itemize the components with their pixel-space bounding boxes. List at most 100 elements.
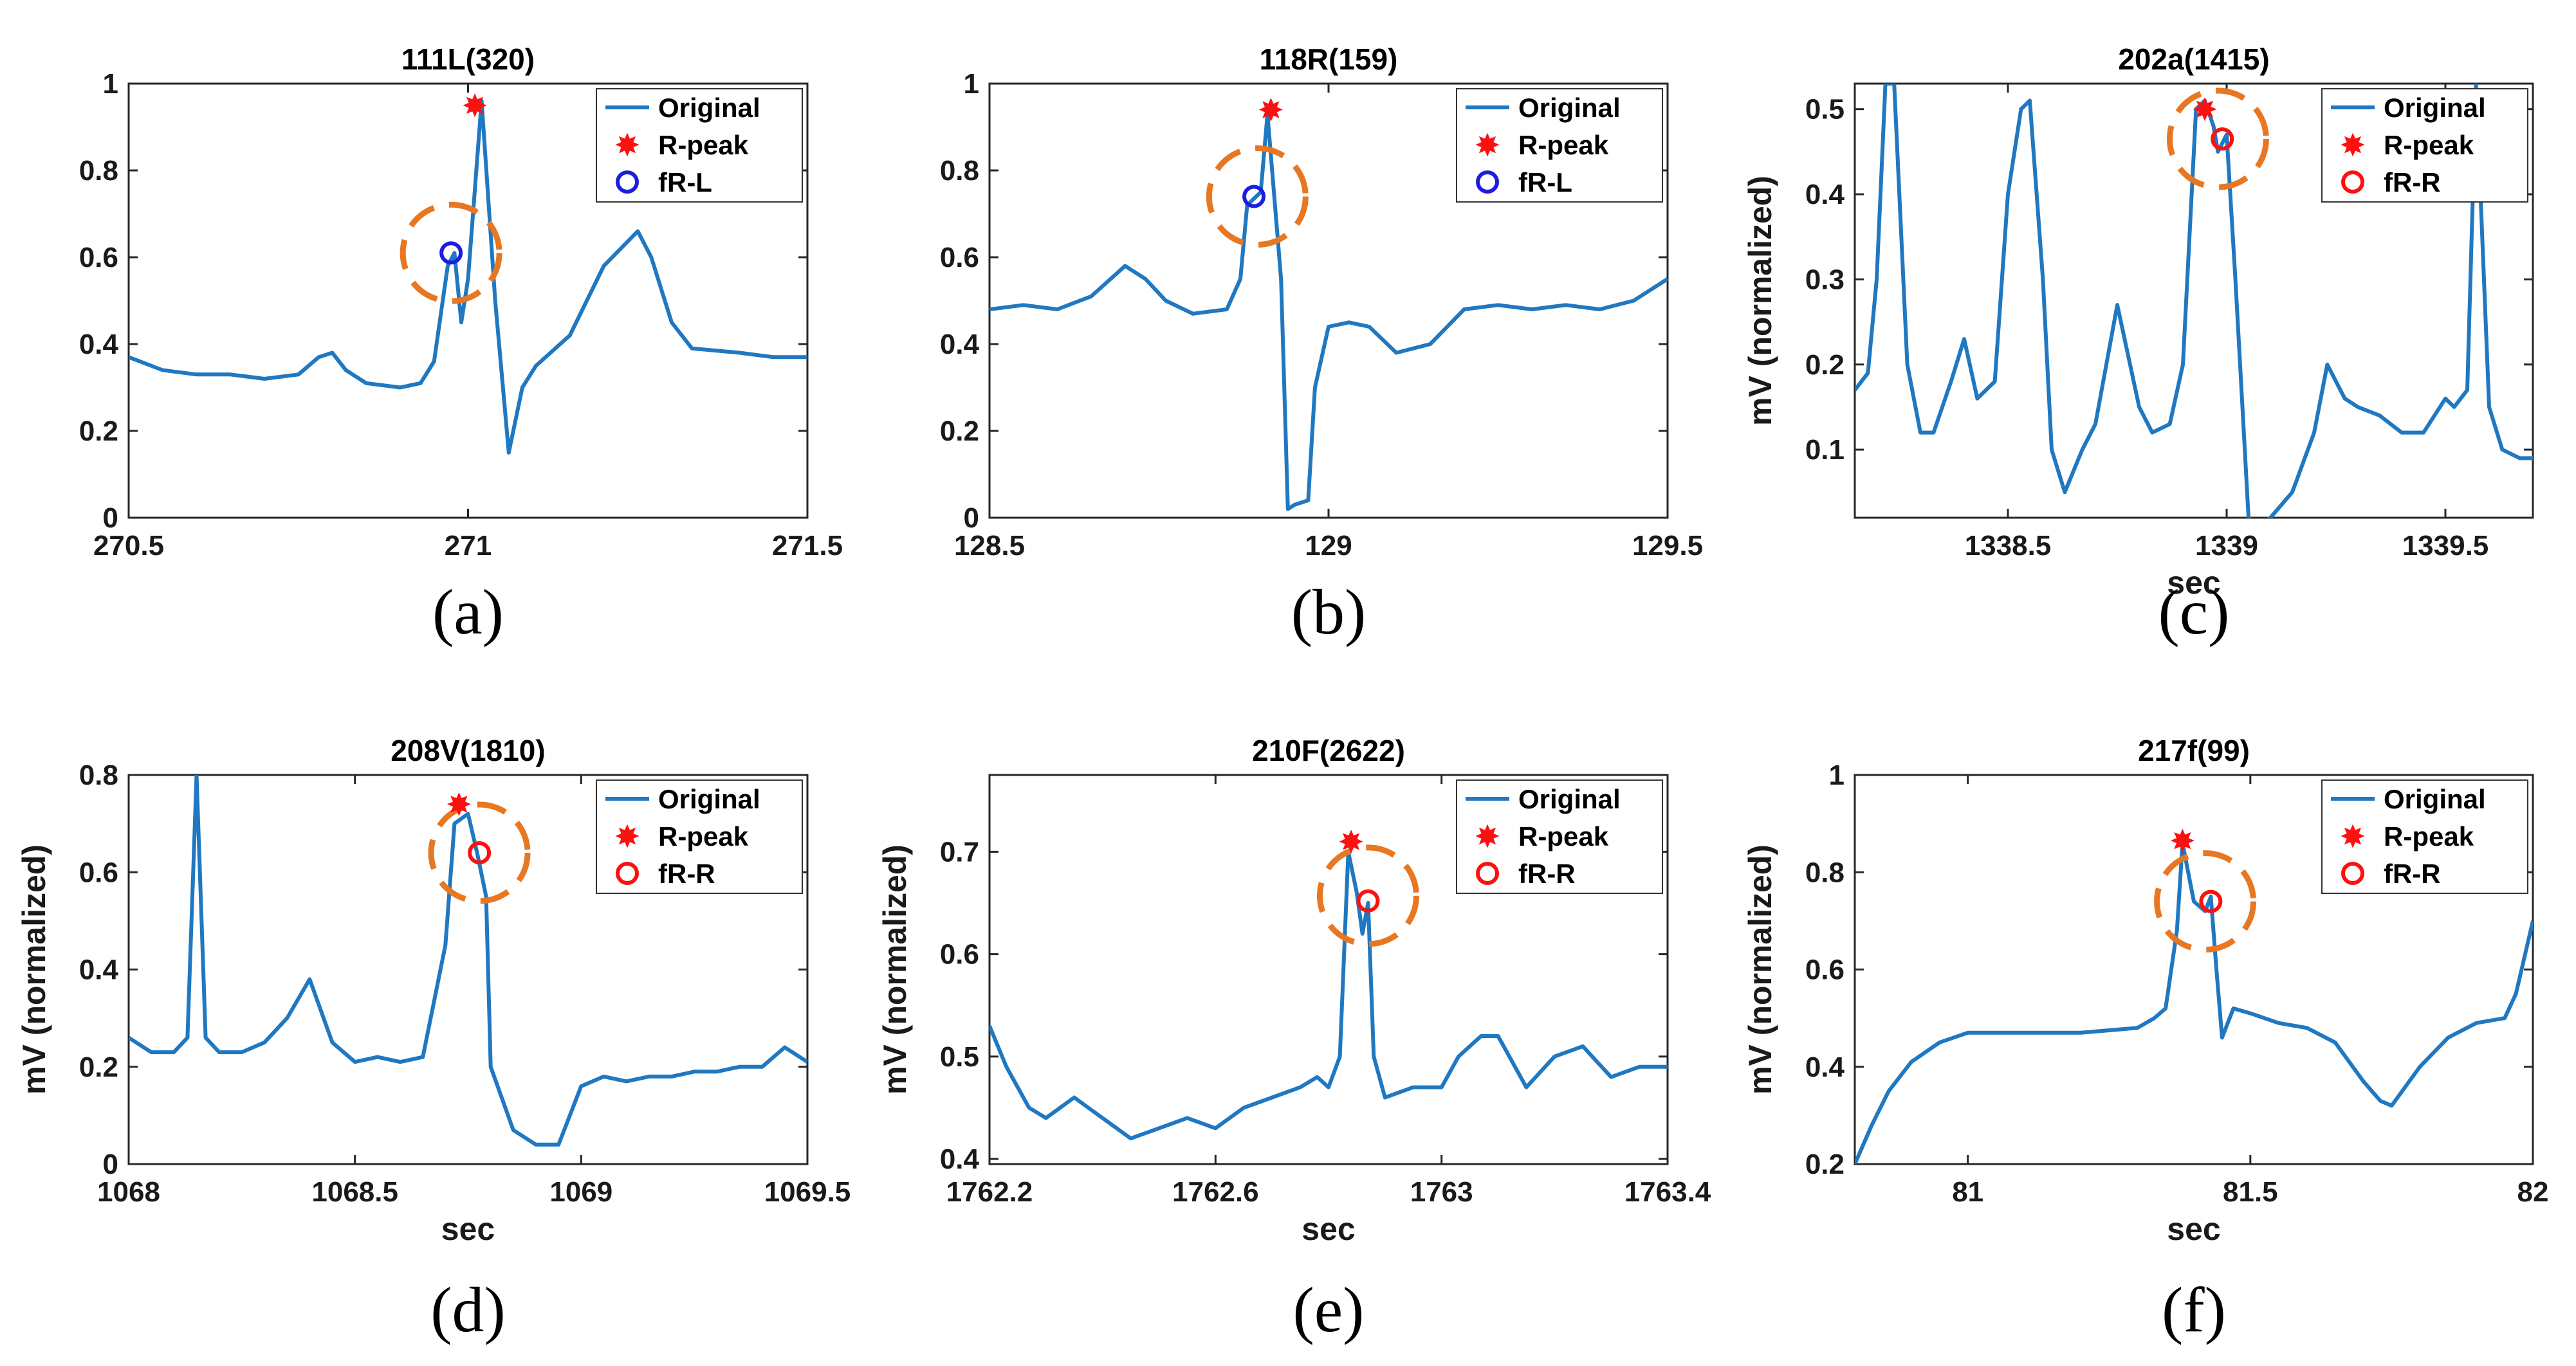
y-tick-label: 0 [103, 502, 118, 534]
panel-c: 202a(1415) 0.1 0.2 0.3 0.4 0.5 1338.5 1339 1339.… [1742, 42, 2534, 648]
panel-a: 111L(320) 0 0.2 0.4 0.6 0.8 1 270.5 271 271.5 Orig… [79, 42, 843, 648]
y-tick-label: 0.8 [79, 155, 118, 187]
y-tick-label: 0.4 [1805, 1052, 1845, 1083]
highlight-dashed-circle [428, 801, 531, 904]
signal-line-original [129, 99, 807, 455]
x-tick-label: 82 [2517, 1176, 2549, 1208]
y-tick-label: 0.6 [940, 242, 979, 273]
legend-label: Original [1518, 93, 1621, 123]
r-peak-marker [446, 792, 471, 816]
legend-circle-icon [1476, 170, 1499, 194]
highlight-dashed-circle [1316, 844, 1419, 947]
y-tick-label: 0.2 [79, 415, 118, 447]
legend-circle-icon [616, 862, 639, 885]
y-tick-label: 0.2 [1805, 1149, 1845, 1180]
y-axis-label: mV (normalized) [1742, 844, 1778, 1095]
y-tick-label: 0.6 [79, 857, 118, 888]
y-tick-label: 0.8 [1805, 857, 1845, 888]
y-tick-label: 0 [964, 502, 979, 534]
y-tick-label: 0.5 [940, 1041, 979, 1073]
highlight-dashed-circle [1206, 145, 1309, 248]
y-tick-label: 0.2 [79, 1052, 118, 1083]
signal-line-original [1855, 84, 2533, 518]
legend: Original R-peak fR-R [1456, 779, 1663, 894]
y-tick-label: 1 [1829, 760, 1845, 791]
x-tick-label: 270.5 [93, 530, 164, 561]
legend-label: Original [1518, 784, 1621, 814]
legend-label: R-peak [2384, 130, 2474, 160]
legend-star-icon [2341, 824, 2365, 848]
panel-title: 210F(2622) [1252, 734, 1405, 767]
legend: Original R-peak fR-R [2321, 88, 2528, 203]
y-tick-label: 0.5 [1805, 94, 1845, 125]
y-tick-label: 0.8 [79, 760, 118, 791]
r-peak-marker [463, 93, 487, 118]
fr-marker [1356, 889, 1380, 913]
legend-star-icon [615, 132, 639, 157]
panel-b: 118R(159) 0 0.2 0.4 0.6 0.8 1 128.5 129 129.5 Orig… [940, 42, 1703, 648]
legend-circle-icon [2341, 862, 2364, 885]
y-tick-label: 0.7 [940, 836, 979, 868]
fr-marker [2199, 889, 2223, 913]
signal-line-original [989, 112, 1668, 511]
signal-line-original [989, 850, 1668, 1141]
legend-label: Original [2384, 93, 2486, 123]
legend-label: Original [658, 93, 760, 123]
y-axis-label: mV (normalized) [16, 844, 52, 1095]
legend: Original R-peak fR-L [596, 88, 803, 203]
legend-circle-icon [1476, 862, 1499, 885]
y-tick-label: 0 [103, 1149, 118, 1180]
x-tick-label: 271 [445, 530, 492, 561]
x-tick-label: 1068 [97, 1176, 160, 1208]
y-tick-label: 0.1 [1805, 434, 1845, 466]
x-tick-label: 1338.5 [1965, 530, 2052, 561]
axes-box [1854, 82, 2534, 519]
legend: Original R-peak fR-L [1456, 88, 1663, 203]
x-tick-label: 128.5 [954, 530, 1025, 561]
panel-f: 217f(99) 0.2 0.4 0.6 0.8 1 81 81.5 82 sec mV (norm… [1742, 734, 2548, 1345]
y-tick-label: 0.2 [940, 415, 979, 447]
x-tick-label: 1762.6 [1172, 1176, 1259, 1208]
x-tick-label: 129.5 [1632, 530, 1703, 561]
axes-box [988, 774, 1669, 1165]
panel-caption: (c) [2158, 576, 2230, 648]
legend-star-icon [615, 824, 639, 848]
y-tick-label: 0.4 [940, 329, 980, 360]
y-tick-label: 1 [103, 68, 118, 100]
y-tick-label: 0.3 [1805, 264, 1845, 295]
legend-label: Original [2384, 784, 2486, 814]
signal-line-original [129, 775, 807, 1147]
signal-line-original [1855, 841, 2533, 1164]
y-tick-label: 0.4 [79, 329, 119, 360]
highlight-dashed-circle [2154, 850, 2257, 953]
y-tick-label: 0.6 [1805, 954, 1845, 986]
panel-caption: (a) [432, 576, 504, 648]
x-axis-label: sec [1302, 1211, 1355, 1247]
x-tick-label: 129 [1305, 530, 1352, 561]
panel-title: 217f(99) [2138, 734, 2250, 767]
panel-e: 210F(2622) 0.4 0.5 0.6 0.7 1762.2 1762.6 1763 17… [877, 734, 1711, 1345]
legend-label: fR-L [1518, 167, 1572, 197]
legend-label: R-peak [658, 821, 749, 851]
y-tick-label: 0.6 [79, 242, 118, 273]
legend-circle-icon [616, 170, 639, 194]
x-tick-label: 1763 [1410, 1176, 1473, 1208]
legend-star-icon [1475, 824, 1500, 848]
fr-marker [439, 241, 463, 265]
legend: Original R-peak fR-R [596, 779, 803, 894]
r-peak-marker [1258, 97, 1283, 122]
legend-label: R-peak [2384, 821, 2474, 851]
x-tick-label: 81 [1952, 1176, 1983, 1208]
legend-label: fR-R [1518, 859, 1576, 889]
x-axis-label: sec [2167, 565, 2220, 601]
legend-label: fR-R [2384, 859, 2441, 889]
x-tick-label: 1339 [2195, 530, 2258, 561]
y-tick-label: 0.4 [79, 954, 119, 986]
x-tick-label: 81.5 [2223, 1176, 2278, 1208]
panel-caption: (f) [2162, 1274, 2226, 1345]
fr-marker [468, 841, 492, 864]
y-tick-label: 0.2 [1805, 349, 1845, 381]
legend-label: fR-L [658, 167, 712, 197]
legend-star-icon [1475, 132, 1500, 157]
legend-label: fR-R [2384, 167, 2441, 197]
